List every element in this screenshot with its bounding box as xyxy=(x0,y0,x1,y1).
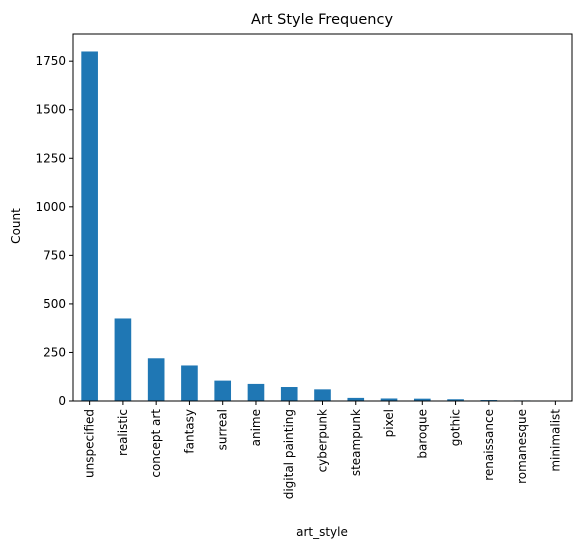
x-tick-label: steampunk xyxy=(349,409,363,476)
chart-title: Art Style Frequency xyxy=(251,12,394,28)
bar-realistic xyxy=(114,318,132,401)
x-tick-label: renaissance xyxy=(482,409,496,481)
x-tick-label: digital painting xyxy=(282,409,296,499)
bar-unspecified xyxy=(81,51,98,401)
y-tick-label: 1250 xyxy=(35,151,66,165)
y-tick-label: 250 xyxy=(43,345,66,359)
x-tick-label: anime xyxy=(249,409,263,446)
x-tick-label: fantasy xyxy=(182,409,196,454)
y-tick-label: 500 xyxy=(43,297,66,311)
x-axis-label: art_style xyxy=(296,525,348,539)
x-tick-label: cyberpunk xyxy=(316,409,330,472)
bars-group xyxy=(81,51,564,401)
x-tick-label: unspecified xyxy=(83,409,97,478)
bar-digital-painting xyxy=(280,387,298,401)
y-tick-label: 1000 xyxy=(35,200,66,214)
plot-frame xyxy=(72,33,573,402)
bar-cyberpunk xyxy=(314,389,331,401)
y-axis: 0 250 500 750 1000 1250 1500 1750 xyxy=(35,54,73,408)
x-tick-label: minimalist xyxy=(548,409,562,472)
x-tick-label: baroque xyxy=(415,409,429,459)
y-tick-label: 1750 xyxy=(35,54,66,68)
bar-concept-art xyxy=(147,358,165,401)
y-tick-label: 750 xyxy=(43,248,66,262)
bar-baroque xyxy=(413,398,431,401)
bar-gothic xyxy=(447,399,464,401)
x-tick-label: pixel xyxy=(382,409,396,437)
bar-surreal xyxy=(214,380,232,401)
x-tick-label: realistic xyxy=(116,409,130,456)
x-tick-label: surreal xyxy=(216,409,230,450)
y-tick-label: 0 xyxy=(58,394,66,408)
y-axis-label: Count xyxy=(9,208,23,244)
x-tick-label: romanesque xyxy=(515,409,529,484)
x-tick-label: concept art xyxy=(149,409,163,478)
bar-fantasy xyxy=(181,365,198,401)
y-tick-label: 1500 xyxy=(35,103,66,117)
bar-anime xyxy=(247,383,265,401)
bar-steampunk xyxy=(347,397,365,401)
bar-pixel xyxy=(380,398,398,401)
x-tick-label: gothic xyxy=(449,409,463,446)
x-axis: unspecified realistic concept art fantasy su… xyxy=(83,401,562,499)
